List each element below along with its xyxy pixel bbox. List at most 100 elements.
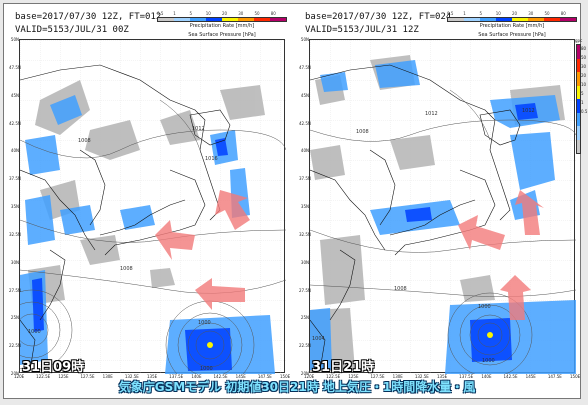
longitude-label: 132.5E: [124, 374, 139, 379]
latitude-label: 42.5N: [9, 120, 21, 126]
isobar-label: 1012: [425, 111, 438, 117]
colorbar-swatch: [238, 18, 254, 21]
pressure-label: Sea Surface Pressure [hPa]: [188, 32, 256, 38]
longitude-label: 145E: [525, 374, 536, 379]
isobar-label: 1008: [78, 138, 91, 144]
colorbar-swatch: [480, 18, 496, 21]
longitude-label: 130E: [392, 374, 403, 379]
longitude-label: 125E: [58, 374, 69, 379]
side-colorbar-label: 5: [581, 91, 584, 96]
latitude-label: 20N: [10, 371, 19, 376]
longitude-label: 142.5E: [213, 374, 228, 379]
colorbar-tick: 1: [463, 11, 466, 16]
colorbar-tick: 10: [205, 11, 211, 16]
side-colorbar-swatch: [577, 45, 580, 59]
longitude-label: 147.5E: [547, 374, 562, 379]
isobar-label: 1000: [482, 358, 495, 364]
colorbar-swatch: [528, 18, 544, 21]
side-colorbar-label: 10: [581, 82, 587, 87]
colorbar-tick: 50: [254, 11, 260, 16]
latitude-label: 50N: [10, 37, 19, 42]
isobar-label: 1000: [478, 304, 491, 310]
side-colorbar-cells: [576, 44, 581, 154]
weather-map: 1008 1012 1012 1008 1004 1000 1000: [309, 39, 576, 374]
colorbar-tick: 5: [479, 11, 483, 16]
colorbar-label: Precipitation Rate [mm/h]: [479, 23, 545, 29]
longitude-label: 135E: [437, 374, 448, 379]
longitude-label: 142.5E: [503, 374, 518, 379]
latitude-label: 47.5N: [299, 64, 311, 70]
longitude-label: 120E: [14, 374, 25, 379]
colorbar-cells: [447, 17, 577, 22]
latitude-label: 20N: [300, 371, 309, 376]
intense-rain-core: [487, 332, 493, 338]
longitude-label: 137.5E: [459, 374, 474, 379]
precip-colorbar: 0.5 1 5 10 20 30 50 80 Precipitation Rat…: [447, 11, 577, 38]
side-colorbar-swatch: [577, 126, 580, 140]
latitude-label: 25N: [300, 315, 309, 321]
side-colorbar-labels: 80 50 30 20 10 5 1 0.5: [581, 44, 587, 116]
latitude-label: 50N: [300, 37, 309, 42]
isobar-labels: 1008 1012 1016 1008 1000 1000 1000: [28, 126, 218, 372]
latitude-label: 37.5N: [299, 176, 311, 182]
longitude-label: 150E: [570, 374, 581, 379]
figure-frame: base=2017/07/30 12Z, FT=012 VALID=5153/J…: [3, 3, 587, 399]
colorbar-swatch: [448, 18, 464, 21]
isobar-label: 1000: [198, 320, 211, 326]
panel-header: base=2017/07/30 12Z, FT=024 VALID=5153/J…: [299, 7, 584, 40]
side-colorbar: gpc 80 50 30 20 10 5 1 0.5: [575, 38, 587, 154]
colorbar-tick: 10: [495, 11, 501, 16]
forecast-time-stamp: 31日21時: [312, 360, 375, 375]
side-colorbar-title: gpc: [575, 38, 583, 43]
isobar-label: 1000: [200, 366, 213, 372]
wind-arrow: [515, 190, 544, 235]
longitude-label: 135E: [147, 374, 158, 379]
colorbar-swatch: [496, 18, 512, 21]
map-panel-ft012: base=2017/07/30 12Z, FT=012 VALID=5153/J…: [9, 7, 294, 379]
wind-arrow: [155, 220, 195, 260]
latitude-label: 42.5N: [299, 120, 311, 126]
latitude-label: 40N: [10, 148, 19, 154]
colorbar-ticks: 0.5 1 5 10 20 30 50 80: [447, 11, 577, 17]
latitude-label: 27.5N: [9, 287, 21, 293]
isobar-label: 1004: [312, 336, 325, 342]
isobar-label: 1008: [356, 129, 369, 135]
side-colorbar-label: 50: [581, 55, 587, 60]
colorbar-cells: [157, 17, 287, 22]
side-colorbar-label: 30: [581, 64, 587, 69]
wind-arrows: [155, 190, 250, 310]
precip-colorbar: 0.5 1 5 10 20 30 50 80 Precipitation Rat…: [157, 11, 287, 38]
latitude-label: 27.5N: [299, 287, 311, 293]
isobar-label: 1008: [394, 286, 407, 292]
longitude-label: 140E: [481, 374, 492, 379]
colorbar-swatch: [206, 18, 222, 21]
latitude-label: 47.5N: [9, 64, 21, 70]
pressure-label: Sea Surface Pressure [hPa]: [478, 32, 546, 38]
longitude-label: 145E: [235, 374, 246, 379]
map-panel-ft024: base=2017/07/30 12Z, FT=024 VALID=5153/J…: [299, 7, 584, 379]
wind-arrow: [500, 275, 531, 320]
colorbar-swatch: [512, 18, 528, 21]
isobar-label: 1008: [120, 266, 133, 272]
latitude-label: 45N: [10, 92, 19, 98]
longitude-label: 140E: [191, 374, 202, 379]
colorbar-tick: 80: [270, 11, 276, 16]
side-colorbar-swatch: [577, 112, 580, 126]
latitude-label: 25N: [10, 315, 19, 321]
longitude-label: 137.5E: [169, 374, 184, 379]
colorbar-swatch: [222, 18, 238, 21]
wind-arrow: [195, 278, 245, 310]
wind-arrows: [458, 190, 544, 320]
colorbar-tick: 20: [512, 11, 518, 16]
side-colorbar-swatch: [577, 139, 580, 153]
latitude-label: 35N: [300, 204, 309, 209]
longitude-label: 122.5E: [326, 374, 341, 379]
latitude-label: 22.5N: [299, 343, 311, 349]
latitude-label: 45N: [300, 92, 309, 98]
colorbar-tick: 50: [544, 11, 550, 16]
weather-map: 1008 1012 1016 1008 1000 1000 1000: [19, 39, 286, 374]
panel-header: base=2017/07/30 12Z, FT=012 VALID=5153/J…: [9, 7, 294, 40]
latitude-label: 40N: [300, 148, 309, 154]
longitude-label: 147.5E: [257, 374, 272, 379]
latitude-label: 37.5N: [9, 176, 21, 182]
